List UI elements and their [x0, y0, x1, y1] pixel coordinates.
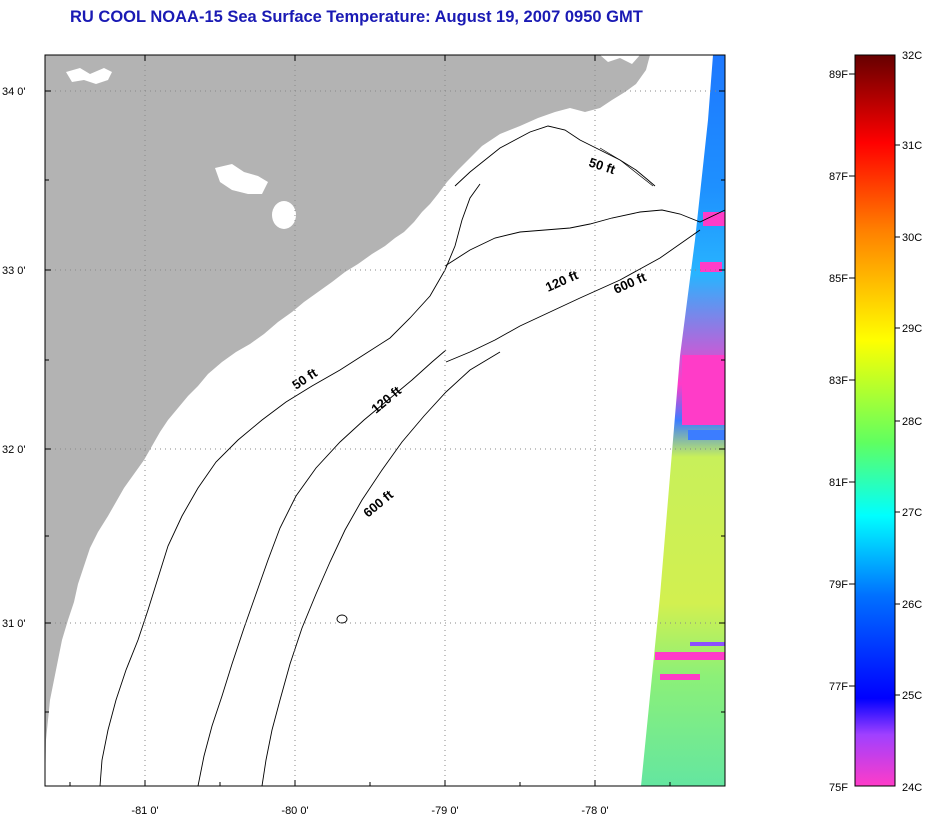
c-label: 29C: [902, 323, 922, 335]
isobath-120ft-north: [444, 209, 725, 267]
c-label: 28C: [902, 416, 922, 428]
isobath-600ft-north: [445, 229, 701, 363]
lat-label: 31 0': [2, 618, 26, 630]
lat-label: 34 0': [2, 86, 26, 98]
colorbar-celsius-labels: 32C 31C 30C 29C 28C 27C 26C 25C 24C: [902, 50, 922, 794]
map-frame: [44, 54, 726, 787]
f-label: 75F: [829, 782, 848, 794]
isobath-50ft-south: [99, 183, 481, 786]
lon-label: -79 0': [431, 805, 458, 817]
colorbar: 89F 87F 85F 83F 81F 79F 77F 75F 32C 31C …: [829, 50, 922, 794]
map-title: RU COOL NOAA-15 Sea Surface Temperature:…: [70, 8, 643, 26]
axis-ticks: [45, 55, 725, 786]
c-label: 27C: [902, 507, 922, 519]
lon-label: -80 0': [281, 805, 308, 817]
graticule: [45, 55, 725, 786]
f-label: 83F: [829, 375, 848, 387]
isobath-lines: [99, 125, 725, 786]
lat-label: 32 0': [2, 444, 26, 456]
lon-label: -81 0': [131, 805, 158, 817]
f-label: 87F: [829, 171, 848, 183]
c-label: 30C: [902, 232, 922, 244]
inland-lakes: [48, 68, 408, 736]
c-label: 32C: [902, 50, 922, 62]
c-label: 25C: [902, 690, 922, 702]
isobath-50ft-north: [454, 125, 656, 187]
colorbar-fahrenheit-labels: 89F 87F 85F 83F 81F 79F 77F 75F: [829, 69, 848, 794]
colorbar-ramp: [854, 54, 896, 787]
c-label: 24C: [902, 782, 922, 794]
land-mass: [45, 55, 650, 786]
f-label: 85F: [829, 273, 848, 285]
satellite-swath: [641, 55, 725, 786]
c-label: 26C: [902, 599, 922, 611]
f-label: 79F: [829, 579, 848, 591]
c-label: 31C: [902, 140, 922, 152]
isobath-120ft-south: [197, 349, 447, 786]
f-label: 81F: [829, 477, 848, 489]
longitude-labels: -81 0' -80 0' -79 0' -78 0': [131, 805, 608, 817]
f-label: 77F: [829, 681, 848, 693]
isobath-600ft-south: [261, 351, 501, 786]
lon-label: -78 0': [581, 805, 608, 817]
latitude-labels: 34 0' 33 0' 32 0' 31 0': [2, 86, 26, 630]
lat-label: 33 0': [2, 265, 26, 277]
f-label: 89F: [829, 69, 848, 81]
